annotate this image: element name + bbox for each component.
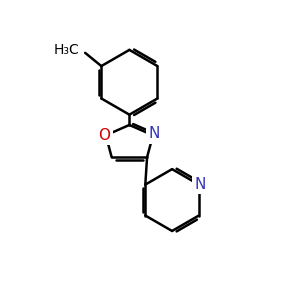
Text: O: O: [98, 128, 110, 143]
Text: H₃C: H₃C: [54, 43, 80, 57]
Text: N: N: [195, 177, 206, 192]
Text: N: N: [149, 126, 160, 141]
